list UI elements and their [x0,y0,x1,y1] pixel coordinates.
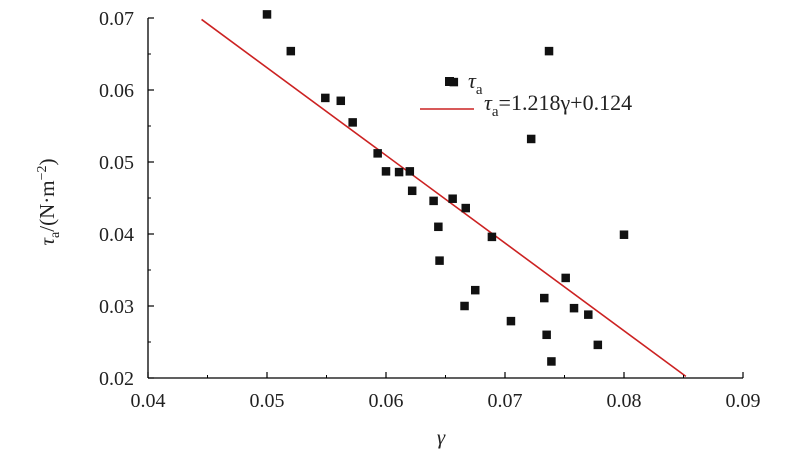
y-axis-unit-exponent: −2 [35,166,50,181]
x-tick-label: 0.08 [607,390,642,412]
data-point [561,273,570,283]
legend-label-line-subscript: a [492,104,499,120]
y-tick-label: 0.02 [99,368,134,390]
svg-text:τa=1.218γ+0.124: τa=1.218γ+0.124 [484,90,632,120]
data-point [460,301,469,311]
axes: 0.04 0.05 0.06 0.07 0.08 0.09 0.02 0.03 0.04 0.05… [99,8,761,412]
fit-line [201,18,687,378]
y-axis-unit-prefix: /(N·m [35,180,59,231]
y-tick-label: 0.03 [99,296,134,318]
data-point [394,167,404,177]
data-point [407,186,417,196]
legend-label-points-subscript: a [476,82,483,98]
y-tick-label: 0.06 [99,80,134,102]
legend: τa τa=1.218γ+0.124 [420,68,632,120]
data-point [348,118,357,127]
data-point [619,230,629,239]
y-tick-label: 0.04 [99,224,134,246]
data-point [321,93,330,103]
y-tick-label: 0.05 [99,152,134,174]
data-point [286,46,296,56]
data-points [262,10,629,366]
x-tick-label: 0.09 [726,390,761,412]
data-point [262,10,272,19]
data-point [336,96,346,106]
data-point [569,303,579,313]
data-point [373,149,382,158]
data-point [429,196,438,206]
data-point [448,194,457,203]
data-point [405,167,415,176]
legend-label-line-symbol: τ [484,90,493,115]
y-axis-title: τa/(N·m−2) [35,159,63,246]
data-point [434,222,443,232]
data-point [487,232,497,242]
data-point [471,285,480,295]
svg-text:τa/(N·m−2): τa/(N·m−2) [35,159,63,246]
data-point [540,293,549,303]
y-tick-label: 0.07 [99,8,134,30]
data-point [435,256,444,265]
svg-text:τa: τa [468,68,483,98]
y-axis-subscript: a [48,231,63,238]
y-axis-symbol: τ [35,236,59,245]
fit-line-layer [201,18,687,378]
data-point [506,316,516,326]
x-axis-title: γ [437,425,446,449]
data-point [584,310,593,319]
data-point [542,330,551,340]
legend-marker-points [445,77,454,86]
data-point [544,46,554,56]
legend-label-points-symbol: τ [468,68,477,93]
x-tick-label: 0.04 [131,390,166,412]
x-tick-label: 0.05 [250,390,285,412]
y-axis-unit-suffix: ) [35,159,59,166]
legend-label-line-equation: =1.218γ+0.124 [499,90,633,115]
x-tick-label: 0.07 [488,390,523,412]
data-point [547,357,556,366]
data-point [593,340,603,350]
data-point [526,134,536,144]
data-point [461,203,470,213]
data-point [381,167,391,176]
x-tick-label: 0.06 [369,390,404,412]
